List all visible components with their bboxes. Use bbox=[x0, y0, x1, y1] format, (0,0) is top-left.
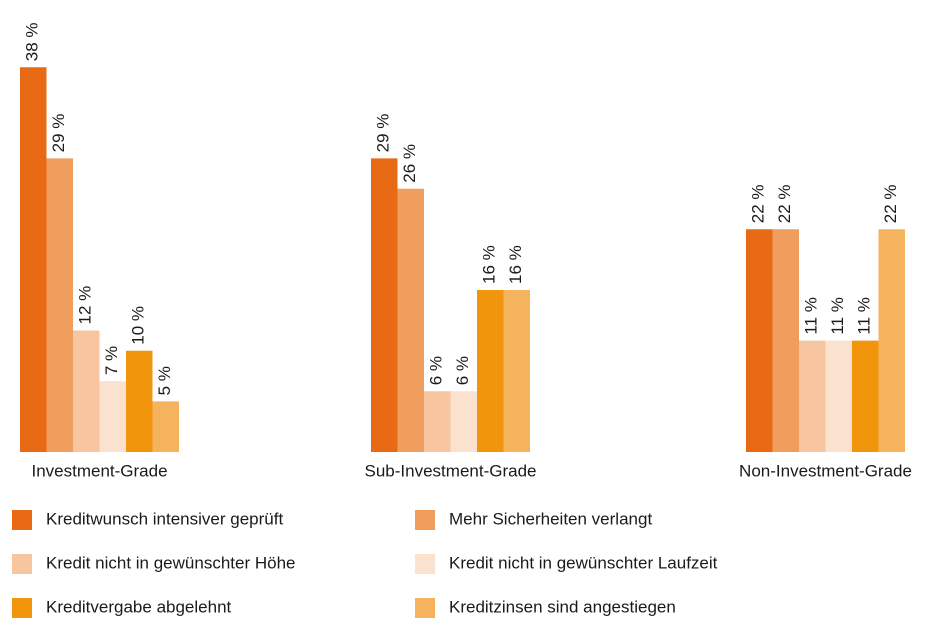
legend-swatch bbox=[12, 510, 32, 530]
bar bbox=[450, 391, 477, 452]
value-label: 16 % bbox=[506, 245, 525, 284]
bar bbox=[825, 340, 852, 452]
bar bbox=[371, 158, 398, 452]
legend-label: Kreditzinsen sind angestiegen bbox=[449, 597, 676, 616]
value-label: 6 % bbox=[453, 356, 472, 385]
value-label: 7 % bbox=[102, 346, 121, 375]
value-label: 29 % bbox=[374, 114, 393, 153]
value-label: 22 % bbox=[775, 185, 794, 224]
value-label: 12 % bbox=[76, 286, 95, 325]
bar bbox=[126, 350, 153, 452]
value-label: 22 % bbox=[749, 185, 768, 224]
bar bbox=[397, 188, 424, 452]
value-label: 22 % bbox=[881, 185, 900, 224]
bar bbox=[772, 229, 799, 452]
bar bbox=[46, 158, 73, 452]
value-label: 11 % bbox=[802, 297, 821, 335]
value-label: 11 % bbox=[855, 297, 874, 335]
x-tick-label: Non-Investment-Grade bbox=[739, 461, 912, 480]
legend-label: Kreditvergabe abgelehnt bbox=[46, 597, 232, 616]
bar bbox=[20, 67, 47, 452]
legend-swatch bbox=[415, 510, 435, 530]
value-label: 6 % bbox=[427, 356, 446, 385]
legend-label: Kredit nicht in gewünschter Höhe bbox=[46, 553, 295, 572]
bar bbox=[878, 229, 905, 452]
value-label: 38 % bbox=[23, 23, 42, 62]
bar bbox=[746, 229, 773, 452]
value-label: 10 % bbox=[129, 306, 148, 345]
value-label: 26 % bbox=[400, 144, 419, 183]
bar bbox=[424, 391, 451, 452]
value-label: 29 % bbox=[49, 114, 68, 153]
legend-label: Kredit nicht in gewünschter Laufzeit bbox=[449, 553, 718, 572]
x-tick-label: Investment-Grade bbox=[31, 461, 167, 480]
bar bbox=[503, 290, 530, 452]
value-label: 16 % bbox=[480, 245, 499, 284]
value-label: 11 % bbox=[828, 297, 847, 335]
bar bbox=[73, 330, 100, 452]
bar bbox=[799, 340, 826, 452]
legend-swatch bbox=[415, 554, 435, 574]
bar bbox=[477, 290, 504, 452]
bar bbox=[99, 381, 126, 452]
legend-swatch bbox=[12, 554, 32, 574]
legend-label: Mehr Sicherheiten verlangt bbox=[449, 509, 652, 528]
legend-swatch bbox=[12, 598, 32, 618]
legend-label: Kreditwunsch intensiver geprüft bbox=[46, 509, 283, 528]
x-tick-label: Sub-Investment-Grade bbox=[365, 461, 537, 480]
value-label: 5 % bbox=[155, 366, 174, 395]
bar bbox=[852, 340, 879, 452]
legend-swatch bbox=[415, 598, 435, 618]
bar bbox=[152, 401, 179, 452]
